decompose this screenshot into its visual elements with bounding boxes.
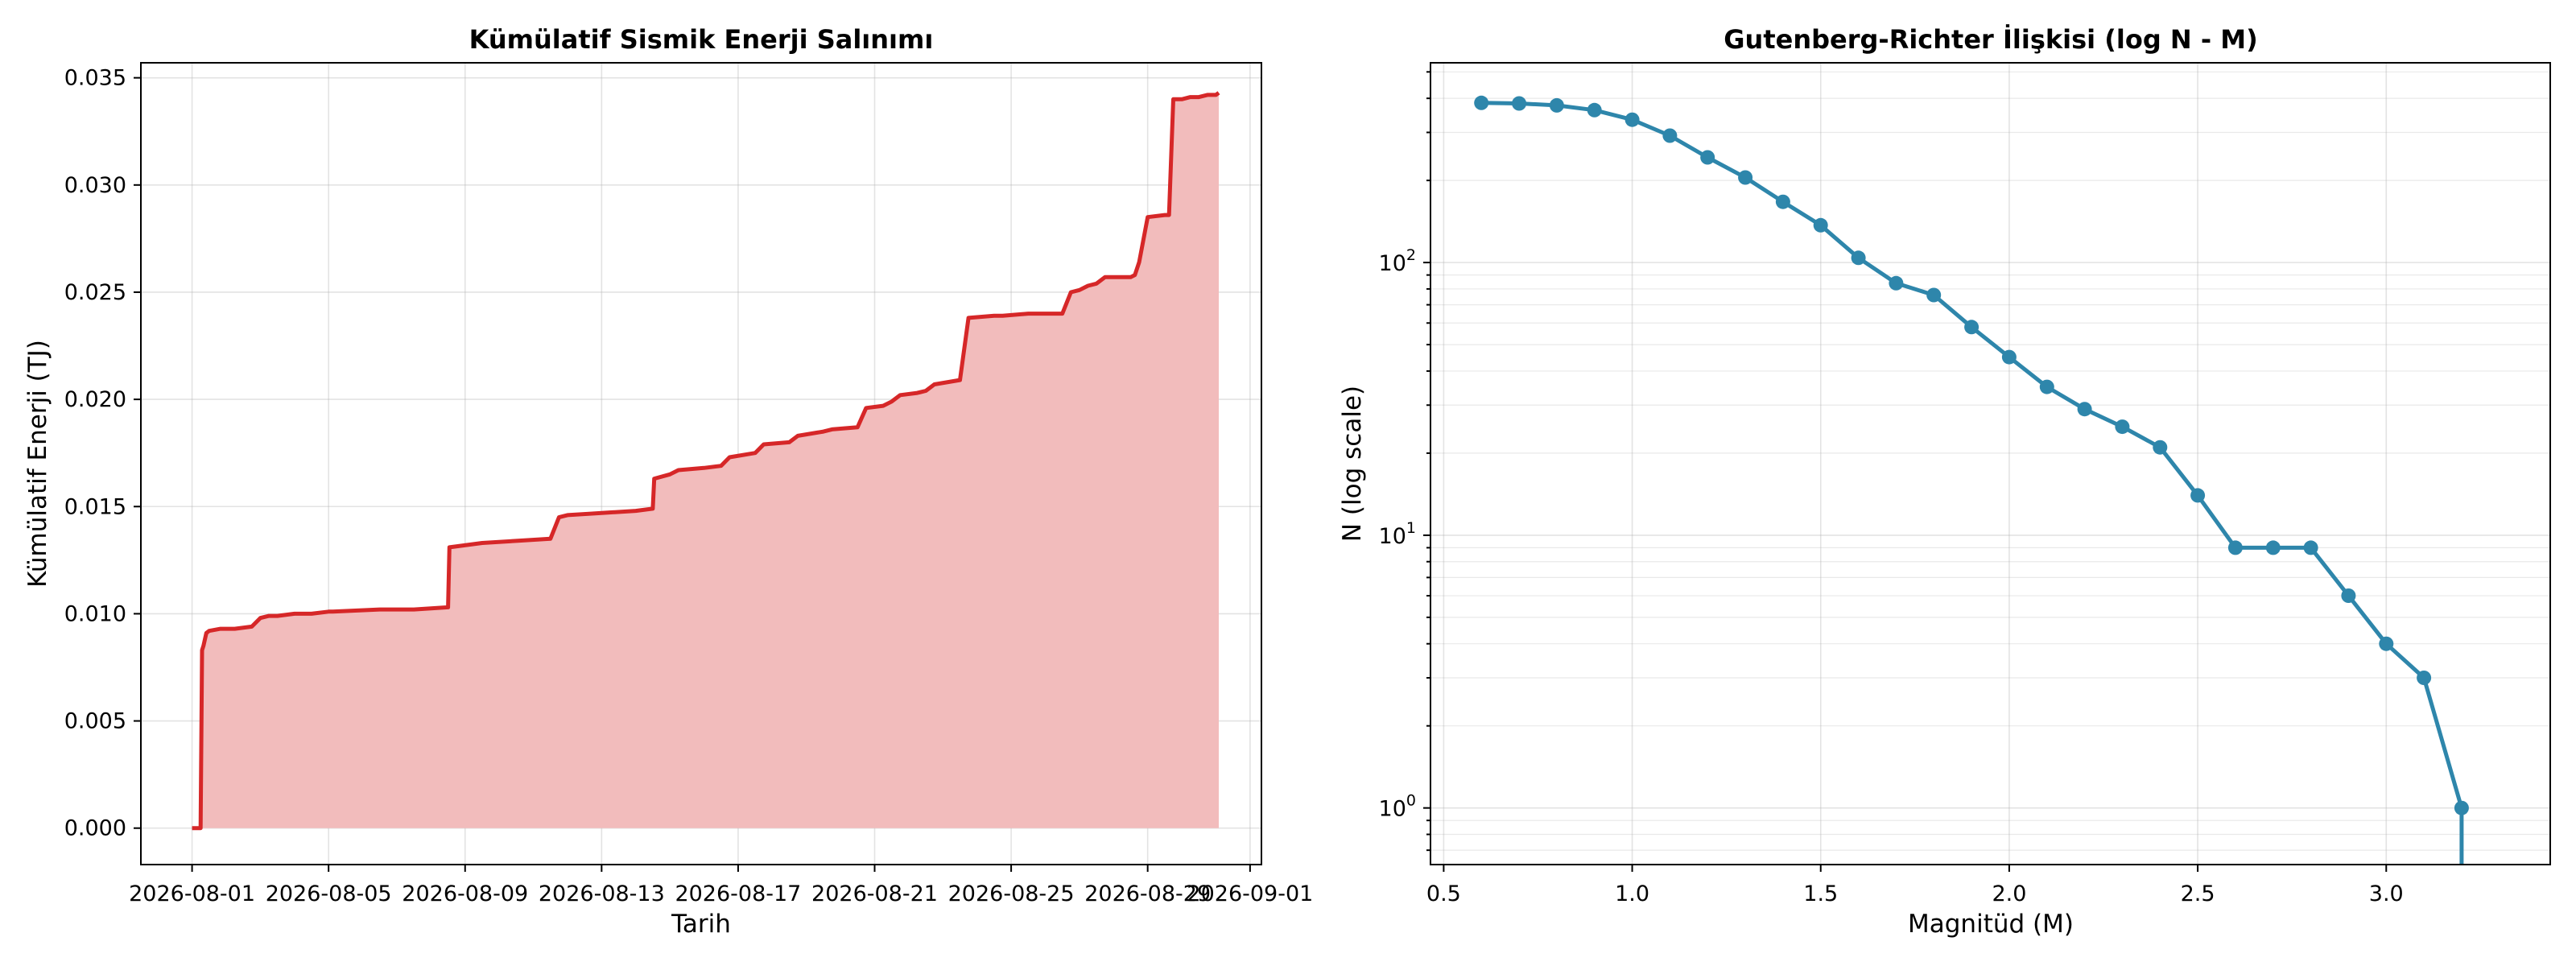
gr-data-point (1587, 102, 1602, 118)
energy-x-tick-label: 2026-08-05 (266, 881, 392, 906)
energy-x-tick-label: 2026-08-01 (129, 881, 255, 906)
gr-y-axis-label: N (log scale) (1338, 386, 1367, 542)
energy-x-tick-label: 2026-08-25 (948, 881, 1075, 906)
gr-data-point (2115, 419, 2130, 435)
gr-points (1474, 95, 2469, 815)
energy-plot-frame (140, 62, 1262, 865)
energy-x-tick-label: 2026-08-09 (402, 881, 528, 906)
energy-chart-title: Kümülatif Sismik Enerji Salınımı (469, 24, 934, 55)
gr-data-point (1700, 150, 1715, 165)
gr-data-point (2379, 636, 2394, 651)
energy-y-tick-label: 0.020 (64, 387, 126, 412)
gr-data-point (1512, 96, 1527, 111)
gr-data-point (1549, 97, 1564, 113)
energy-x-tick-label: 2026-08-13 (539, 881, 665, 906)
gr-data-point (1889, 275, 1904, 291)
energy-x-ticks: 2026-08-01 2026-08-05 2026-08-09 2026-08-13… (129, 865, 1313, 906)
energy-y-tick-label: 0.010 (64, 601, 126, 626)
gr-grid (1430, 63, 2550, 865)
gr-x-tick-label: 0.5 (1426, 881, 1461, 906)
energy-y-tick-label: 0.035 (64, 66, 126, 91)
energy-y-tick-label: 0.005 (64, 709, 126, 734)
gr-data-point (2001, 349, 2017, 365)
gr-data-point (2077, 402, 2092, 417)
gr-data-point (1738, 170, 1753, 185)
gr-data-point (2190, 488, 2206, 503)
gr-data-point (1926, 287, 1942, 303)
gr-data-point (1662, 128, 1678, 143)
gr-x-ticks: 0.5 1.0 1.5 2.0 2.5 3.0 (1426, 865, 2404, 906)
gr-data-point (2417, 671, 2432, 685)
gr-y-tick-label: 100 (1379, 792, 1416, 822)
gr-x-axis-label: Magnitüd (M) (1908, 910, 2074, 939)
energy-y-ticks: 0.000 0.005 0.010 0.015 0.020 0.025 0.030 0.035 (64, 66, 141, 841)
energy-y-tick-label: 0.030 (64, 173, 126, 198)
gr-plot-frame (1430, 62, 2551, 865)
energy-x-tick-label: 2026-08-29 (1084, 881, 1211, 906)
gr-x-tick-label: 1.5 (1803, 881, 1838, 906)
gr-data-point (2265, 540, 2281, 555)
gr-y-tick-label: 101 (1379, 519, 1416, 549)
gr-data-point (1964, 320, 1979, 335)
gr-data-point (2227, 540, 2243, 555)
gutenberg-richter-chart: 0.5 1.0 1.5 2.0 2.5 3.0 100 101 102 Gutenberg-R… (1338, 24, 2551, 939)
gr-data-point (2303, 540, 2318, 555)
gr-data-point (1474, 95, 1489, 110)
gr-data-point (1813, 217, 1828, 233)
energy-x-tick-label: 2026-08-17 (675, 881, 801, 906)
gr-line (1481, 101, 2464, 865)
energy-x-tick-label: 2026-08-21 (811, 881, 938, 906)
gr-x-tick-label: 2.5 (2181, 881, 2215, 906)
gr-data-point (1624, 112, 1640, 127)
gr-data-point (2153, 440, 2168, 455)
gr-chart-title: Gutenberg-Richter İlişkisi (log N - M) (1724, 24, 2257, 55)
gr-data-point (2039, 379, 2054, 394)
gr-x-tick-label: 1.0 (1615, 881, 1649, 906)
energy-y-tick-label: 0.000 (64, 816, 126, 841)
energy-y-axis-label: Kümülatif Enerji (TJ) (23, 340, 52, 588)
energy-x-tick-label: 2026-09-01 (1187, 881, 1313, 906)
gr-data-point (1851, 250, 1866, 266)
gr-data-point (2341, 588, 2356, 603)
energy-area-fill (192, 93, 1220, 828)
gr-data-point (1775, 194, 1790, 209)
energy-x-axis-label: Tarih (671, 910, 731, 939)
energy-line (192, 91, 1220, 831)
energy-y-tick-label: 0.015 (64, 494, 126, 519)
gr-data-point (2454, 800, 2469, 815)
energy-chart: 2026-08-01 2026-08-05 2026-08-09 2026-08-13… (23, 24, 1313, 939)
gr-y-tick-label: 102 (1379, 246, 1416, 276)
gr-x-tick-label: 3.0 (2369, 881, 2404, 906)
gr-y-ticks: 100 101 102 (1379, 71, 1430, 852)
gr-x-tick-label: 2.0 (1992, 881, 2026, 906)
energy-y-tick-label: 0.025 (64, 280, 126, 305)
